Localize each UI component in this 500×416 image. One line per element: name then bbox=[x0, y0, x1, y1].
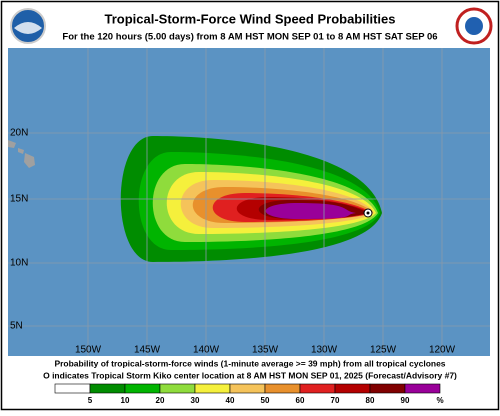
lat-label: 5N bbox=[10, 321, 23, 332]
lon-label: 135W bbox=[252, 345, 279, 356]
legend-swatch bbox=[194, 383, 231, 394]
legend-swatch bbox=[334, 383, 371, 394]
contour bbox=[265, 203, 356, 219]
subtitle: For the 120 hours (5.00 days) from 8 AM … bbox=[62, 32, 437, 43]
legend-swatch bbox=[124, 383, 161, 394]
legend-swatch bbox=[299, 383, 336, 394]
legend-label: 90 bbox=[401, 396, 410, 405]
legend-label: 80 bbox=[366, 396, 375, 405]
legend-swatch bbox=[404, 383, 441, 394]
legend-label: 10 bbox=[121, 396, 130, 405]
legend-swatch bbox=[369, 383, 406, 394]
lon-label: 125W bbox=[370, 345, 397, 356]
legend-swatch bbox=[89, 383, 126, 394]
graticule: 20N 15N 10N 5N 150W 145W 140W 135W 130W 125W 120W bbox=[8, 48, 490, 356]
legend-label: % bbox=[436, 396, 443, 405]
legend-swatch bbox=[264, 383, 301, 394]
legend-swatch bbox=[229, 383, 266, 394]
lat-label: 15N bbox=[10, 194, 28, 205]
legend-label: 50 bbox=[261, 396, 270, 405]
legend-label: 60 bbox=[296, 396, 305, 405]
lon-label: 150W bbox=[75, 345, 102, 356]
lon-label: 130W bbox=[311, 345, 338, 356]
lon-label: 140W bbox=[193, 345, 220, 356]
nws-logo-center bbox=[465, 17, 483, 35]
legend-label: 5 bbox=[88, 396, 93, 405]
footer-line2: O indicates Tropical Storm Kiko center l… bbox=[43, 370, 457, 380]
lon-label: 120W bbox=[429, 345, 456, 356]
noaa-logo-bird bbox=[14, 22, 42, 34]
footer-line1: Probability of tropical-storm-force wind… bbox=[54, 358, 445, 368]
legend-swatch bbox=[54, 383, 91, 394]
lat-label: 10N bbox=[10, 258, 28, 269]
hawaii-islands bbox=[8, 140, 35, 168]
legend-label: 40 bbox=[226, 396, 235, 405]
legend-label: 70 bbox=[331, 396, 340, 405]
legend-swatch bbox=[159, 383, 196, 394]
legend-label: 20 bbox=[156, 396, 165, 405]
lat-label: 20N bbox=[10, 128, 28, 139]
title: Tropical-Storm-Force Wind Speed Probabil… bbox=[105, 11, 396, 26]
legend-label: 30 bbox=[191, 396, 200, 405]
lon-label: 145W bbox=[134, 345, 161, 356]
storm-center-dot bbox=[366, 211, 370, 215]
